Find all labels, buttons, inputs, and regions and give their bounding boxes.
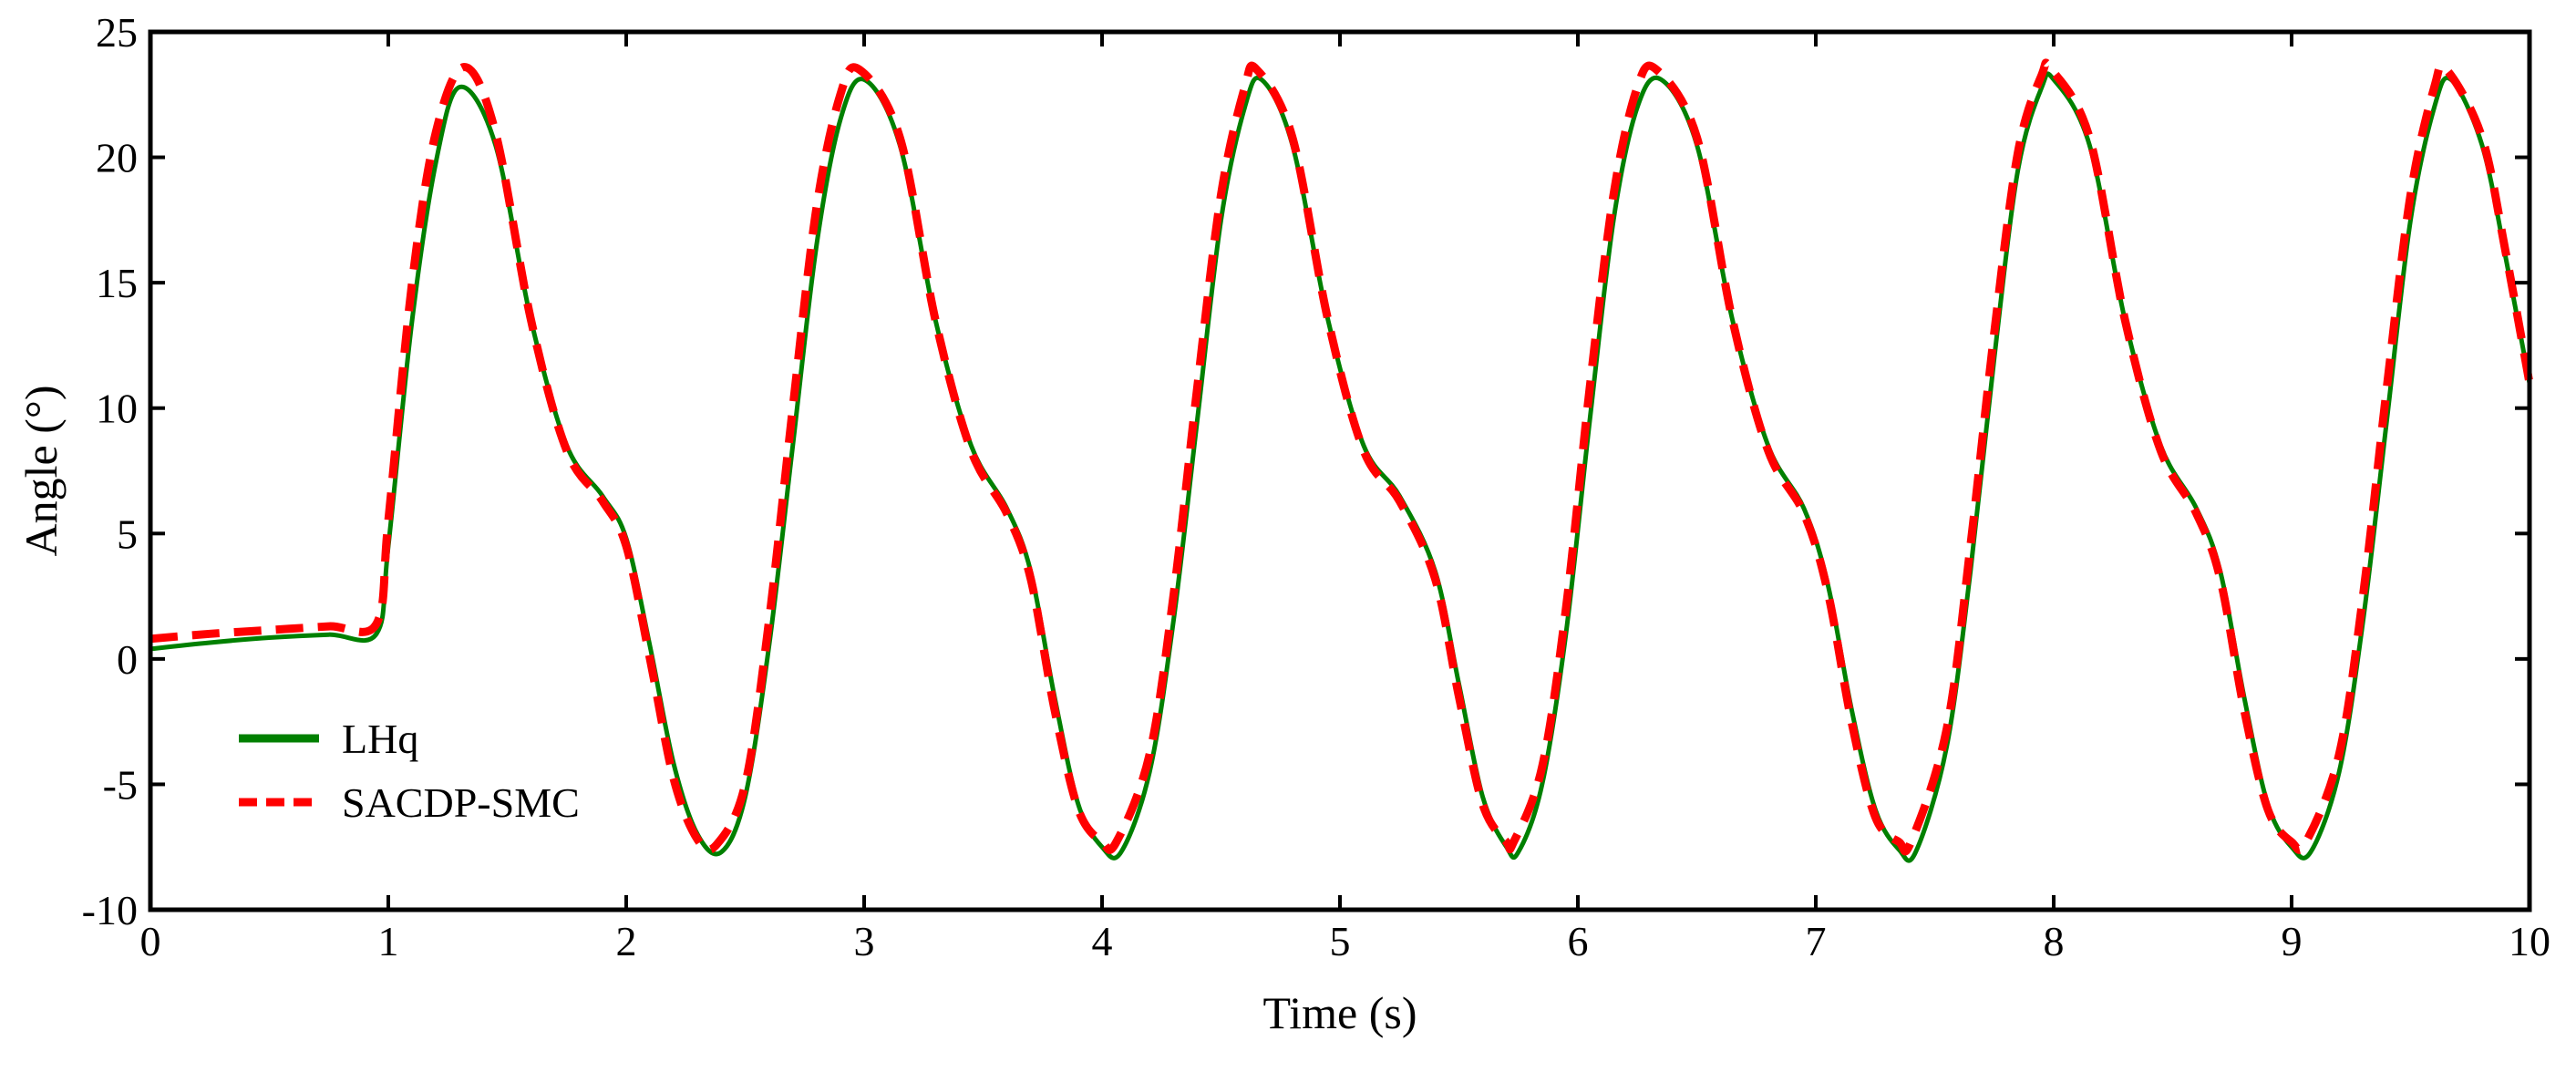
y-tick-label: 10 — [96, 386, 138, 432]
series-line-sacdp-smc — [149, 58, 2534, 856]
x-tick-label: 5 — [1330, 918, 1351, 964]
y-tick-label: 0 — [117, 636, 138, 683]
labels-layer: 0 1 2 3 4 5 6 7 8 9 10 -10 -5 0 5 10 15 20 25 — [82, 9, 2550, 964]
y-tick-label: 20 — [96, 135, 138, 181]
legend: LHq SACDP-SMC — [239, 716, 580, 826]
x-tick-label: 7 — [1806, 918, 1827, 964]
y-tick-label: 15 — [96, 260, 138, 306]
y-tick-label: -10 — [82, 887, 138, 933]
x-tick-label: 4 — [1092, 918, 1113, 964]
x-tick-label: 2 — [616, 918, 637, 964]
legend-label-lhq: LHq — [342, 716, 418, 762]
legend-label-sacdp-smc: SACDP-SMC — [342, 779, 580, 826]
x-tick-label: 1 — [378, 918, 399, 964]
y-tick-label: 5 — [117, 510, 138, 557]
x-tick-label: 9 — [2282, 918, 2303, 964]
plot-frame — [148, 29, 2532, 912]
x-tick-label: 6 — [1568, 918, 1589, 964]
y-tick-label: -5 — [103, 761, 138, 808]
x-axis-title: Time (s) — [1262, 987, 1417, 1038]
y-axis-title: Angle (°) — [15, 386, 67, 557]
x-tick-label: 3 — [854, 918, 875, 964]
series-layer — [149, 58, 2534, 863]
x-tick-label: 0 — [140, 918, 161, 964]
x-tick-label: 10 — [2509, 918, 2550, 964]
x-tick-label: 8 — [2044, 918, 2065, 964]
y-tick-label: 25 — [96, 9, 138, 56]
